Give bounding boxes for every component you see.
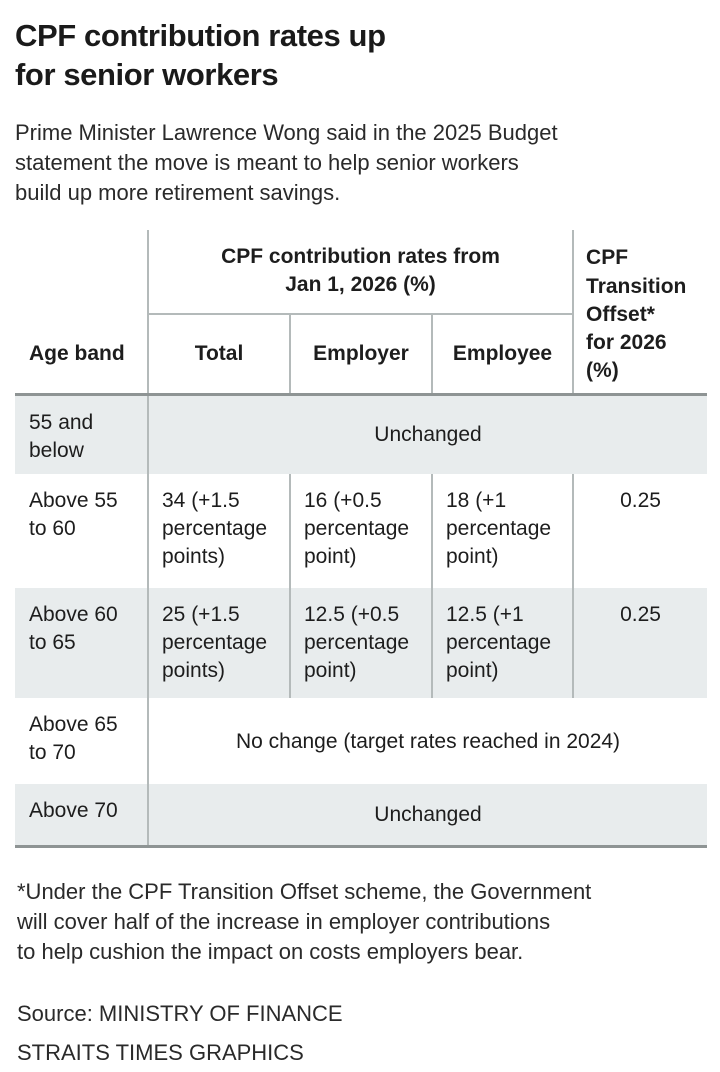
table-row-55-and-below: 55 and below Unchanged xyxy=(15,394,708,475)
cell-age-band: Above 65 to 70 xyxy=(29,713,118,765)
col-header-employer: Employer xyxy=(289,314,432,396)
cell-employer: 16 (+0.5 percentage point) xyxy=(289,474,432,589)
table-row-above-55-to-60: Above 55 to 60 34 (+1.5 percentage point… xyxy=(15,474,708,589)
credit-line: STRAITS TIMES GRAPHICS xyxy=(17,1039,304,1065)
cell-employee: 12.5 (+1 percentage point) xyxy=(430,588,574,699)
cell-employee: 18 (+1 percentage point) xyxy=(430,474,574,589)
table-header: Age band CPF contribution rates from Jan… xyxy=(15,230,708,396)
cell-age-band: 55 and below xyxy=(29,410,94,462)
cell-total: 25 (+1.5 percentage points) xyxy=(147,588,290,699)
table-header-row-sub: Total Employer Employee xyxy=(15,314,707,396)
page-title: CPF contribution rates up for senior wor… xyxy=(15,18,386,93)
cell-span-unchanged: Unchanged xyxy=(146,784,708,848)
cell-span-unchanged: Unchanged xyxy=(146,394,708,475)
source-block: Source: MINISTRY OF FINANCE STRAITS TIME… xyxy=(17,1000,706,1067)
cell-transition-offset: 0.25 xyxy=(572,588,708,699)
cell-total: 34 (+1.5 percentage points) xyxy=(147,474,290,589)
table-body: 55 and below Unchanged Above 55 to 60 34… xyxy=(15,394,708,848)
page-subtitle: Prime Minister Lawrence Wong said in the… xyxy=(15,120,558,206)
table-header-row-group: Age band CPF contribution rates from Jan… xyxy=(15,230,708,396)
table-row-above-65-to-70: Above 65 to 70 No change (target rates r… xyxy=(15,698,708,785)
col-header-total: Total xyxy=(147,314,290,396)
col-header-employee: Employee xyxy=(430,314,574,396)
cell-employer: 12.5 (+0.5 percentage point) xyxy=(289,588,432,699)
footnote-transition-offset: *Under the CPF Transition Offset scheme,… xyxy=(17,878,592,965)
cell-age-band: Above 60 to 65 xyxy=(29,603,118,655)
table-row-above-60-to-65: Above 60 to 65 25 (+1.5 percentage point… xyxy=(15,588,708,699)
table-row-above-70: Above 70 Unchanged xyxy=(15,784,708,848)
cpf-rates-table: Age band CPF contribution rates from Jan… xyxy=(15,230,708,848)
col-group-header-rates: CPF contribution rates from Jan 1, 2026 … xyxy=(146,230,574,316)
col-header-age-band: Age band xyxy=(15,230,148,396)
source-line: Source: MINISTRY OF FINANCE xyxy=(17,1001,343,1027)
cell-age-band: Above 70 xyxy=(15,784,148,848)
cell-transition-offset: 0.25 xyxy=(572,474,708,589)
cell-span-no-change: No change (target rates reached in 2024) xyxy=(146,698,708,785)
col-header-transition-offset: CPF Transition Offset* for 2026 (%) xyxy=(572,230,708,396)
cell-age-band: Above 55 to 60 xyxy=(29,489,118,541)
